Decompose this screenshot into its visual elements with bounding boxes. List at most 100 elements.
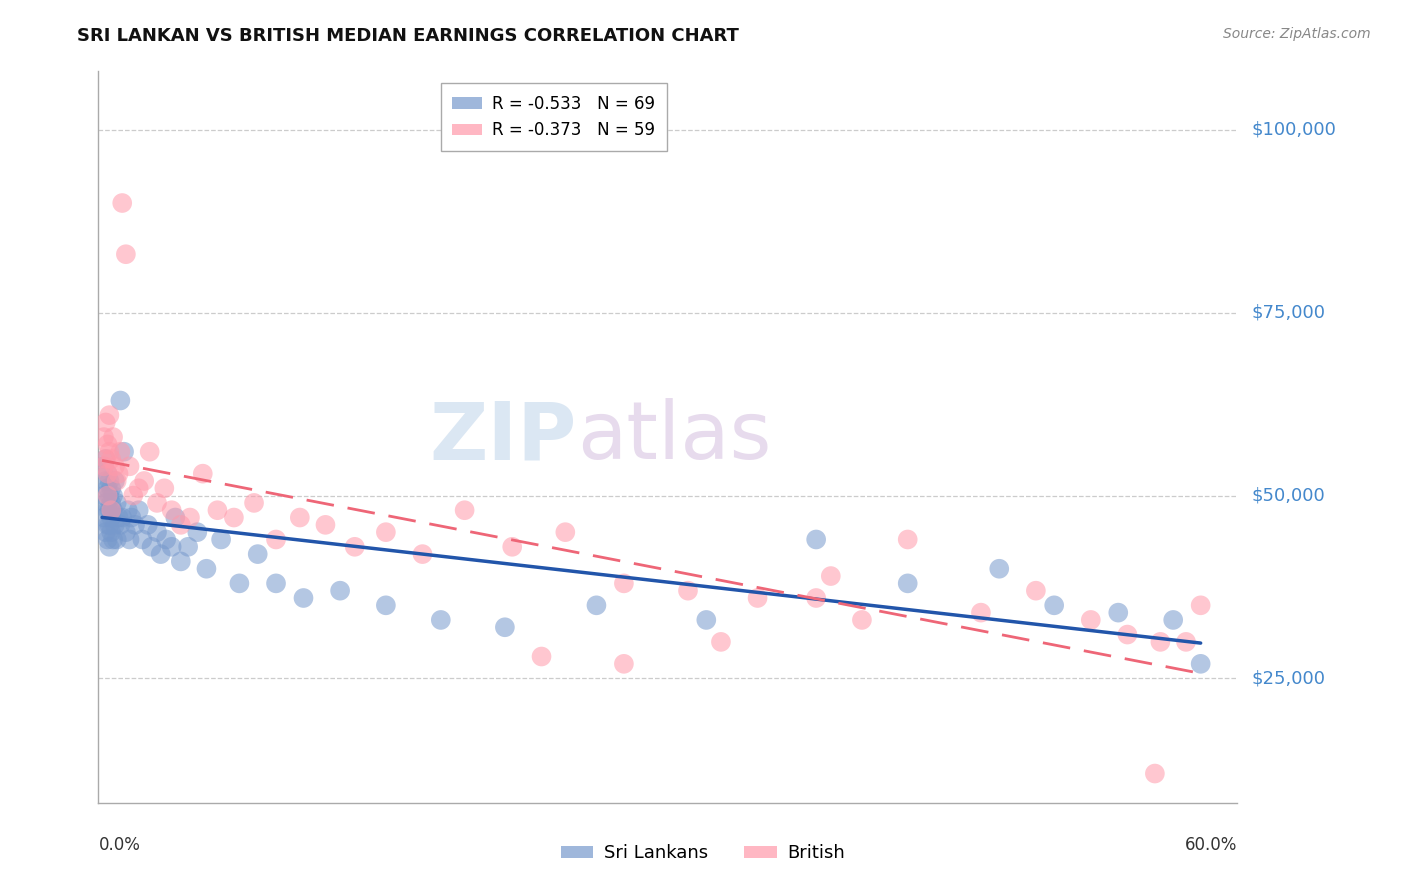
Point	[209, 533, 232, 547]
Text: 60.0%: 60.0%	[1185, 836, 1237, 854]
Point	[98, 540, 121, 554]
Point	[94, 452, 117, 467]
Point	[94, 416, 117, 430]
Point	[100, 481, 122, 495]
Point	[264, 533, 287, 547]
Point	[149, 547, 172, 561]
Point	[94, 496, 117, 510]
Text: SRI LANKAN VS BRITISH MEDIAN EARNINGS CORRELATION CHART: SRI LANKAN VS BRITISH MEDIAN EARNINGS CO…	[77, 27, 740, 45]
Point	[98, 408, 121, 422]
Point	[222, 510, 245, 524]
Point	[585, 599, 607, 613]
Point	[131, 533, 153, 547]
Point	[177, 540, 200, 554]
Point	[453, 503, 475, 517]
Point	[93, 430, 115, 444]
Point	[117, 503, 139, 517]
Point	[128, 481, 150, 495]
Point	[122, 489, 145, 503]
Point	[1189, 657, 1212, 671]
Point	[101, 533, 124, 547]
Point	[93, 489, 115, 503]
Point	[110, 444, 132, 458]
Point	[98, 489, 121, 503]
Point	[1116, 627, 1139, 641]
Point	[115, 247, 138, 261]
Point	[118, 459, 141, 474]
Point	[374, 525, 396, 540]
Point	[1149, 635, 1171, 649]
Point	[155, 533, 177, 547]
Point	[228, 576, 250, 591]
Point	[128, 503, 150, 517]
Point	[314, 517, 336, 532]
Point	[292, 591, 315, 605]
Point	[100, 503, 122, 517]
Point	[120, 510, 142, 524]
Point	[111, 510, 134, 524]
Point	[170, 517, 193, 532]
Point	[97, 437, 120, 451]
Point	[264, 576, 287, 591]
Point	[100, 452, 122, 467]
Point	[100, 496, 122, 510]
Point	[146, 496, 169, 510]
Point	[107, 467, 129, 481]
Point	[97, 481, 120, 495]
Point	[179, 510, 201, 524]
Point	[374, 599, 396, 613]
Point	[94, 452, 117, 467]
Point	[98, 517, 121, 532]
Point	[112, 444, 135, 458]
Point	[613, 657, 636, 671]
Point	[191, 467, 214, 481]
Point	[804, 533, 827, 547]
Point	[804, 591, 827, 605]
Point	[207, 503, 229, 517]
Point	[1175, 635, 1198, 649]
Point	[93, 459, 115, 474]
Point	[165, 510, 187, 524]
Point	[141, 540, 163, 554]
Point	[494, 620, 516, 634]
Point	[110, 393, 132, 408]
Text: $75,000: $75,000	[1251, 304, 1326, 322]
Point	[288, 510, 311, 524]
Point	[98, 474, 121, 488]
Point	[820, 569, 842, 583]
Point	[970, 606, 993, 620]
Point	[988, 562, 1011, 576]
Legend: R = -0.533   N = 69, R = -0.373   N = 59: R = -0.533 N = 69, R = -0.373 N = 59	[441, 83, 666, 151]
Point	[101, 503, 124, 517]
Point	[710, 635, 733, 649]
Point	[851, 613, 873, 627]
Point	[104, 517, 127, 532]
Point	[613, 576, 636, 591]
Point	[1025, 583, 1047, 598]
Point	[104, 474, 127, 488]
Point	[100, 525, 122, 540]
Point	[101, 430, 124, 444]
Legend: Sri Lankans, British: Sri Lankans, British	[554, 838, 852, 870]
Point	[1043, 599, 1066, 613]
Point	[136, 517, 159, 532]
Point	[105, 496, 128, 510]
Point	[97, 503, 120, 517]
Point	[94, 525, 117, 540]
Point	[146, 525, 169, 540]
Point	[97, 467, 120, 481]
Point	[329, 583, 352, 598]
Point	[160, 540, 183, 554]
Point	[243, 496, 266, 510]
Point	[747, 591, 769, 605]
Point	[97, 533, 120, 547]
Point	[111, 196, 134, 211]
Point	[1107, 606, 1129, 620]
Point	[501, 540, 523, 554]
Point	[93, 459, 115, 474]
Text: $100,000: $100,000	[1251, 121, 1336, 139]
Point	[107, 510, 129, 524]
Point	[554, 525, 576, 540]
Point	[97, 489, 120, 503]
Point	[104, 459, 127, 474]
